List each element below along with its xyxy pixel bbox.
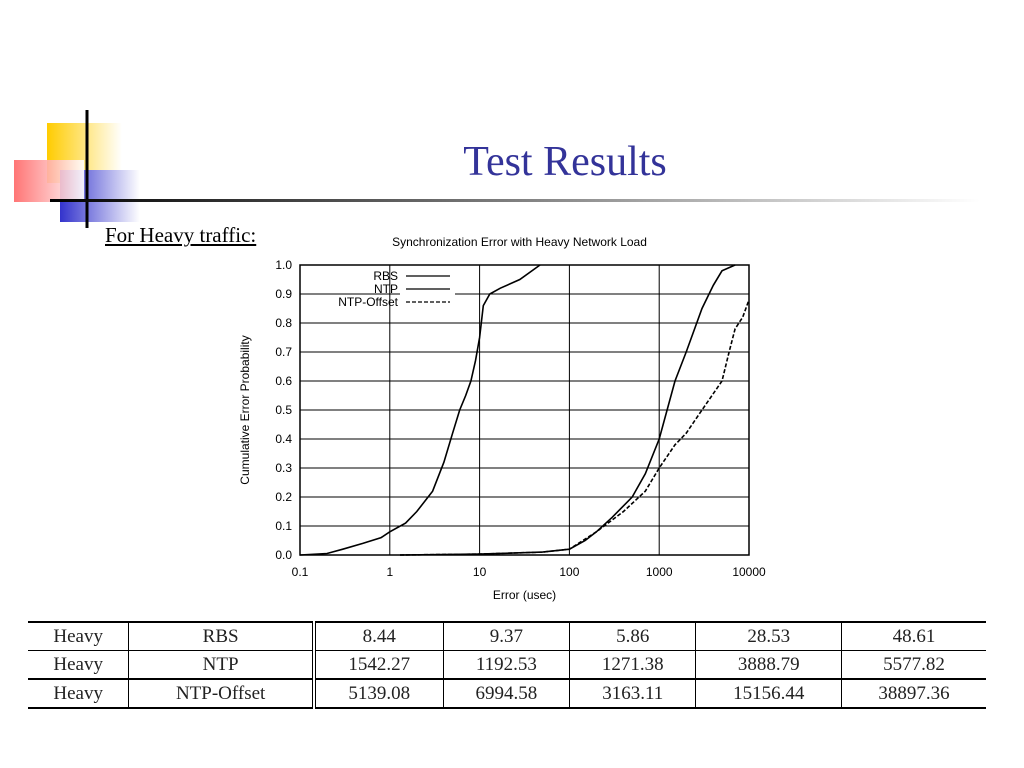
table-cell: 6994.58	[442, 679, 570, 708]
table-cell: 5139.08	[311, 679, 444, 708]
table-cell: 3163.11	[569, 679, 696, 708]
y-tick-label: 0.5	[275, 403, 292, 417]
x-tick-label: 0.1	[292, 565, 309, 579]
y-axis-label: Cumulative Error Probability	[238, 335, 252, 484]
table-cell: 9.37	[442, 622, 570, 651]
slide-title: Test Results	[463, 139, 667, 185]
table-cell: NTP-Offset	[128, 679, 314, 708]
subtitle: For Heavy traffic:	[105, 223, 257, 247]
table-cell: 5.86	[569, 622, 696, 651]
table-row: Heavy RBS 8.44 9.37 5.86 28.53 48.61	[28, 622, 986, 651]
table-cell: RBS	[128, 622, 314, 651]
table-row: Heavy NTP-Offset 5139.08 6994.58 3163.11 1515…	[28, 679, 986, 708]
x-tick-label: 1	[386, 565, 393, 579]
series-line	[299, 264, 541, 556]
plot-frame	[299, 264, 750, 556]
table-cell: Heavy	[53, 682, 103, 704]
y-tick-label: 0.3	[275, 461, 292, 475]
legend-label: RBS	[373, 269, 398, 283]
table-cell: 15156.44	[695, 679, 842, 708]
table-cell: Heavy	[53, 653, 103, 675]
table-cell: 28.53	[695, 622, 842, 651]
table-cell: 38897.36	[840, 679, 986, 708]
legend-label: NTP-Offset	[338, 295, 398, 309]
chart: Synchronization Error with Heavy Network…	[238, 235, 766, 602]
table-cell: 1542.27	[311, 650, 444, 679]
table-row: Heavy NTP 1542.27 1192.53 1271.38 3888.79 5577…	[28, 650, 986, 679]
results-table: Heavy RBS 8.44 9.37 5.86 28.53 48.61 Heavy NTP 15…	[28, 621, 986, 709]
table-cell: NTP	[128, 650, 314, 679]
y-tick-label: 0.0	[275, 548, 292, 562]
y-tick-label: 0.6	[275, 374, 292, 388]
decoration	[14, 110, 980, 228]
table-cell: 5577.82	[840, 650, 986, 679]
chart-title: Synchronization Error with Heavy Network…	[392, 235, 647, 249]
x-tick-label: 100	[559, 565, 579, 579]
x-tick-label: 1000	[646, 565, 673, 579]
table-cell: Heavy	[53, 625, 103, 647]
y-tick-label: 1.0	[275, 258, 292, 272]
x-tick-label: 10000	[732, 565, 766, 579]
y-tick-label: 0.7	[275, 345, 292, 359]
table-cell: 1192.53	[442, 650, 570, 679]
series-line	[399, 299, 750, 556]
legend-label: NTP	[374, 282, 398, 296]
table-cell: 48.61	[840, 622, 986, 651]
y-tick-label: 0.1	[275, 519, 292, 533]
table-cell: 8.44	[311, 622, 444, 651]
table-cell: 1271.38	[569, 650, 696, 679]
y-tick-label: 0.8	[275, 316, 292, 330]
y-tick-label: 0.9	[275, 287, 292, 301]
x-tick-label: 10	[473, 565, 487, 579]
y-tick-label: 0.2	[275, 490, 292, 504]
y-tick-label: 0.4	[275, 432, 292, 446]
table-cell: 3888.79	[695, 650, 842, 679]
x-axis-label: Error (usec)	[493, 588, 556, 602]
